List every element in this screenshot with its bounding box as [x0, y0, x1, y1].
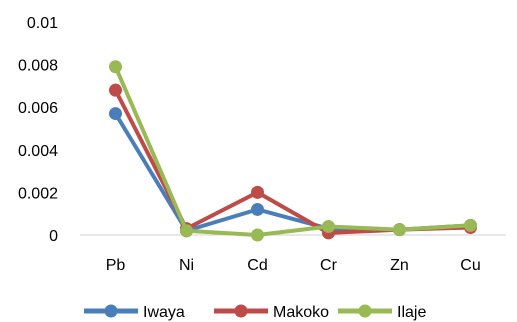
legend: Iwaya Makoko Ilaje: [84, 304, 426, 321]
legend-item-makoko: Makoko: [214, 304, 329, 321]
data-point: [109, 107, 122, 121]
y-tick-label: 0: [49, 228, 58, 245]
legend-label: Ilaje: [397, 304, 426, 321]
legend-marker: [234, 304, 248, 318]
x-axis: Pb Ni Cd Cr Zn Cu: [80, 234, 506, 274]
legend-label: Iwaya: [143, 304, 185, 321]
data-point: [251, 228, 264, 242]
x-tick-label: Ni: [179, 257, 194, 274]
y-tick-label: 0.006: [18, 100, 58, 117]
data-point: [464, 218, 477, 232]
y-tick-label: 0.002: [18, 185, 58, 202]
data-point: [109, 83, 122, 97]
data-point: [393, 223, 406, 237]
legend-marker: [104, 304, 118, 318]
series-makoko: [109, 83, 477, 240]
x-tick-label: Cr: [320, 257, 338, 274]
data-point: [109, 60, 122, 74]
legend-label: Makoko: [273, 304, 329, 321]
y-tick-label: 0.01: [27, 15, 58, 32]
series-line: [113, 88, 473, 235]
series-layer: [109, 60, 477, 242]
data-point: [180, 224, 193, 238]
data-point: [322, 219, 335, 233]
x-tick-label: Cu: [460, 257, 480, 274]
series-line: [113, 64, 473, 237]
x-tick-label: Cd: [247, 257, 267, 274]
legend-item-ilaje: Ilaje: [338, 304, 426, 321]
series-iwaya: [109, 107, 477, 238]
series-ilaje: [109, 60, 477, 242]
y-axis-ticks: 0 0.002 0.004 0.006 0.008 0.01: [18, 15, 58, 245]
x-tick-label: Zn: [390, 257, 409, 274]
y-tick-label: 0.004: [18, 143, 58, 160]
y-tick-label: 0.008: [18, 58, 58, 75]
x-tick-label: Pb: [106, 257, 126, 274]
legend-marker: [358, 304, 372, 318]
data-point: [251, 185, 264, 199]
legend-item-iwaya: Iwaya: [84, 304, 185, 321]
data-point: [251, 202, 264, 216]
